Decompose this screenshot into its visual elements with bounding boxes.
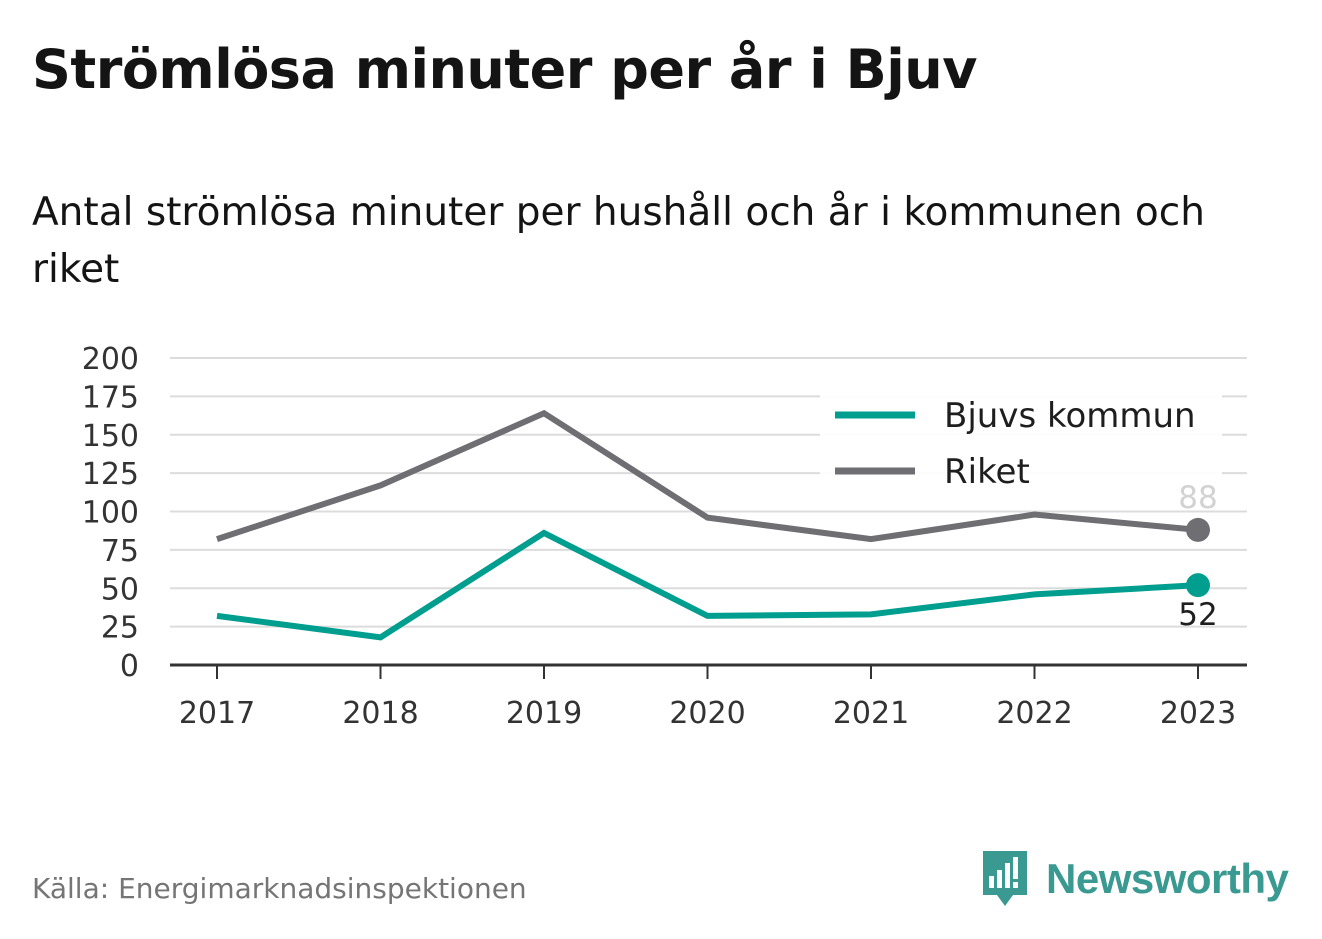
legend-label: Bjuvs kommun (944, 396, 1196, 436)
y-tick-label: 0 (120, 649, 139, 684)
brand-name: Newsworthy (1046, 855, 1289, 902)
series-line (216, 529, 1199, 641)
series-lines (216, 409, 1210, 641)
x-axis: 2017 2018 2019 2020 2021 2022 2023 (170, 663, 1247, 731)
y-tick-label: 75 (101, 534, 139, 569)
chart-subtitle: Antal strömlösa minuter per hushåll och … (32, 190, 1205, 292)
x-tick-label: 2017 (179, 696, 255, 731)
x-tick-label: 2022 (996, 696, 1072, 731)
y-tick-label: 150 (82, 419, 139, 454)
x-tick-label: 2021 (833, 696, 909, 731)
brand-logo-link[interactable]: Newsworthy (980, 848, 1289, 910)
bjuv-end-label: 52 (1178, 597, 1217, 633)
y-tick-label: 125 (82, 457, 139, 492)
legend: Bjuvs kommun Riket (820, 387, 1222, 497)
x-tick-label: 2019 (506, 696, 582, 731)
gridlines (170, 357, 1247, 628)
y-tick-label: 100 (82, 496, 139, 531)
riket-end-label: 88 (1178, 480, 1217, 516)
legend-label: Riket (944, 452, 1030, 492)
y-tick-label: 175 (82, 380, 139, 415)
end-labels: 88 52 (1178, 480, 1217, 633)
x-tick-label: 2023 (1160, 696, 1236, 731)
newsworthy-logo-icon (983, 851, 1027, 906)
y-tick-label: 25 (101, 611, 139, 646)
y-tick-label: 200 (82, 342, 139, 377)
series-line (216, 409, 1199, 543)
x-tick-label: 2020 (669, 696, 745, 731)
y-tick-label: 50 (101, 572, 139, 607)
series-end-point (1186, 517, 1210, 542)
x-tick-label: 2018 (342, 696, 418, 731)
source-note: Källa: Energimarknadsinspektionen (32, 872, 527, 905)
series-end-point (1186, 573, 1210, 598)
chart-title: Strömlösa minuter per år i Bjuv (32, 38, 977, 101)
legend-background (820, 387, 1222, 497)
